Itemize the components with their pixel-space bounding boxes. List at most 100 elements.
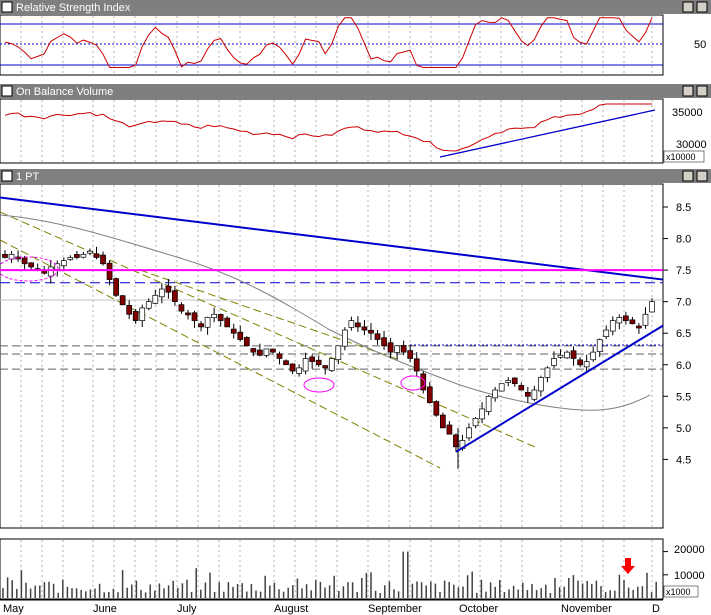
down-candle <box>230 328 237 334</box>
channel-line-mid <box>139 269 401 361</box>
up-candle <box>8 253 15 260</box>
up-candle <box>531 389 538 400</box>
pattern-circle <box>400 375 426 391</box>
month-label: July <box>177 603 197 615</box>
down-candle <box>440 414 446 429</box>
up-candle <box>394 345 400 353</box>
price-ytick-label: 6.5 <box>676 328 691 340</box>
price-ytick-label: 8.5 <box>676 202 691 214</box>
volume-panel: 20000 10000 x1000 <box>0 538 705 600</box>
down-candle <box>570 350 577 359</box>
up-candle <box>479 408 485 420</box>
up-candle <box>472 418 479 427</box>
down-candle <box>2 254 8 258</box>
price-title: 1 PT <box>16 171 40 183</box>
up-candle <box>557 354 564 358</box>
down-candle <box>283 360 289 366</box>
panel-icon[interactable] <box>1 85 13 97</box>
month-label: November <box>561 603 612 615</box>
down-candle <box>113 278 119 296</box>
channel-line-lower <box>0 239 441 469</box>
obv-unit: x10000 <box>666 152 696 162</box>
down-candle <box>21 257 28 265</box>
down-candle <box>198 323 204 328</box>
down-candle <box>361 326 368 331</box>
price-ytick-label: 5.5 <box>676 391 691 403</box>
down-candle <box>623 315 629 321</box>
rsi-title: Relative Strength Index <box>16 2 131 14</box>
up-candle <box>335 345 342 361</box>
price-ytick-label: 7.5 <box>676 265 691 277</box>
down-candle <box>172 290 178 302</box>
up-candle <box>505 380 512 383</box>
close-icon[interactable] <box>696 1 708 13</box>
close-icon[interactable] <box>696 85 708 97</box>
up-candle <box>609 320 616 332</box>
up-candle <box>596 339 603 352</box>
down-candle <box>322 365 329 369</box>
volume-ytick-10000: 10000 <box>674 570 705 582</box>
close-icon[interactable] <box>696 170 708 182</box>
obv-title: On Balance Volume <box>16 86 113 98</box>
down-candle <box>387 342 394 353</box>
price-ytick-label: 6.0 <box>676 360 691 372</box>
price-ytick-label: 5.0 <box>676 423 691 435</box>
up-candle <box>492 389 499 399</box>
up-candle <box>544 367 551 378</box>
down-arrow-icon <box>621 558 635 574</box>
down-candle <box>524 391 531 397</box>
down-candle <box>191 312 198 321</box>
price-plot-area <box>0 183 664 529</box>
down-candle <box>250 348 257 353</box>
up-candle <box>67 257 74 260</box>
down-candle <box>400 345 407 353</box>
month-label: May <box>3 603 24 615</box>
down-candle <box>518 385 525 391</box>
obv-panel: On Balance Volume 35000 30000 x10000 <box>0 84 711 164</box>
down-candle <box>28 262 34 268</box>
price-ytick-label: 7.0 <box>676 297 691 309</box>
up-candle <box>551 358 557 366</box>
up-candle <box>302 358 309 372</box>
down-candle <box>433 401 440 416</box>
panel-icon[interactable] <box>1 170 13 182</box>
month-axis: May June July August September October N… <box>0 599 663 615</box>
month-label: D <box>652 603 660 615</box>
up-candle <box>60 260 67 267</box>
price-ytick-label: 8.0 <box>676 234 691 246</box>
down-candle <box>243 337 250 347</box>
up-candle <box>145 301 152 309</box>
down-candle <box>446 424 453 435</box>
up-candle <box>485 395 492 412</box>
down-candle <box>629 319 636 325</box>
down-candle <box>309 356 316 362</box>
down-candle <box>407 350 414 359</box>
up-candle <box>80 253 87 258</box>
down-candle <box>93 253 100 258</box>
price-titlebar <box>0 169 711 183</box>
up-candle <box>603 329 610 337</box>
maximize-icon[interactable] <box>682 85 694 97</box>
down-candle <box>257 349 263 356</box>
maximize-icon[interactable] <box>682 170 694 182</box>
up-candle <box>47 266 54 277</box>
up-candle <box>341 329 348 347</box>
down-candle <box>106 262 113 280</box>
down-candle <box>355 322 361 328</box>
obv-plot-area <box>0 98 664 164</box>
up-candle <box>590 351 597 361</box>
down-candle <box>224 317 231 328</box>
maximize-icon[interactable] <box>682 1 694 13</box>
month-label: September <box>368 603 422 615</box>
panel-icon[interactable] <box>1 1 13 13</box>
pattern-circle <box>303 377 335 393</box>
down-candle <box>178 304 185 312</box>
rsi-panel: Relative Strength Index 50 <box>0 0 711 76</box>
up-candle <box>466 427 472 439</box>
obv-ytick-30000: 30000 <box>676 139 707 151</box>
volume-unit: x1000 <box>666 587 691 597</box>
down-candle <box>165 285 172 293</box>
down-candle <box>413 358 420 372</box>
down-candle <box>132 311 139 321</box>
